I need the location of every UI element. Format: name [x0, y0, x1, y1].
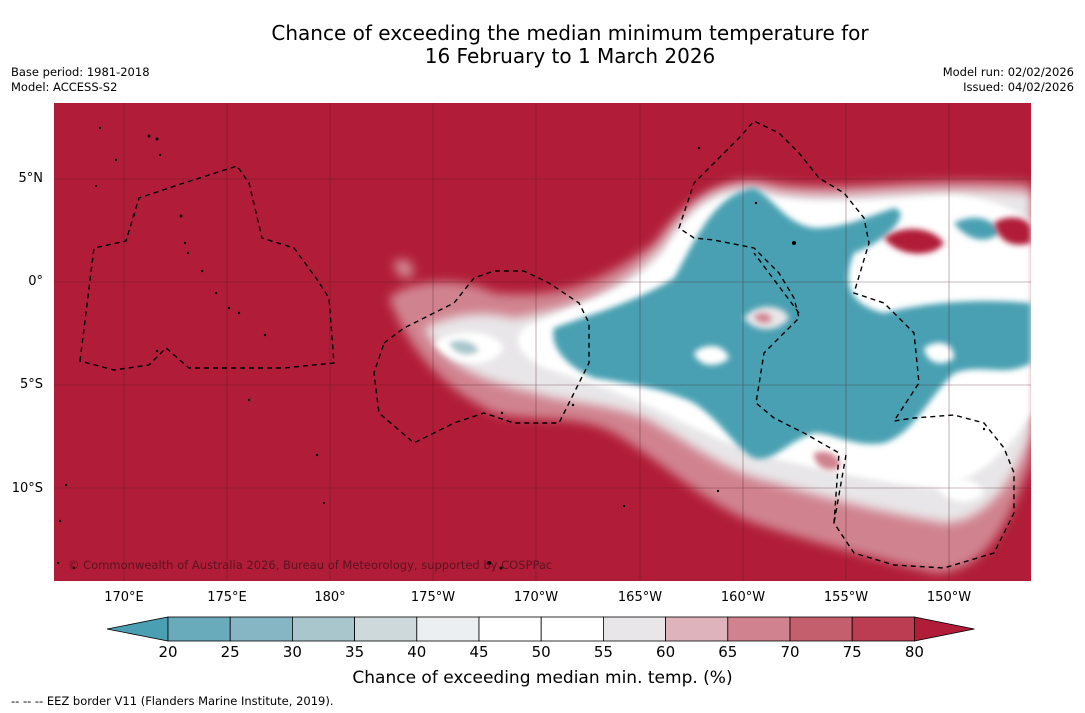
- model-name: Model: ACCESS-S2: [11, 80, 118, 94]
- colorbar-tick-label: 35: [345, 643, 365, 661]
- forecast-map[interactable]: [54, 103, 1031, 581]
- colorbar-segment: [167, 616, 231, 642]
- probability-field: [389, 180, 1031, 573]
- copyright-notice: © Commonwealth of Australia 2026, Bureau…: [68, 558, 553, 572]
- colorbar-segment: [416, 616, 480, 642]
- colorbar-tick-label: 60: [656, 643, 676, 661]
- map-title-line2: 16 February to 1 March 2026: [424, 44, 716, 68]
- lon-label-155w: 155°W: [823, 590, 869, 605]
- colorbar: [106, 616, 975, 642]
- colorbar-segment: [354, 616, 418, 642]
- colorbar-tick-label: 40: [407, 643, 427, 661]
- colorbar-segment: [851, 616, 915, 642]
- colorbar-segment: [727, 616, 791, 642]
- eez-footnote: -- -- -- EEZ border V11 (Flanders Marine…: [11, 694, 334, 708]
- base-period: Base period: 1981-2018: [11, 65, 150, 79]
- map-title: Chance of exceeding the median minimum t…: [0, 22, 1085, 68]
- graticule: [54, 103, 1031, 581]
- lat-label-10s: 10°S: [11, 481, 43, 496]
- colorbar-extend-low: [106, 616, 169, 642]
- colorbar-tick-label: 45: [469, 643, 489, 661]
- colorbar-tick-label: 25: [220, 643, 240, 661]
- issued-date: Issued: 04/02/2026: [963, 80, 1074, 94]
- colorbar-tick-label: 75: [842, 643, 862, 661]
- colorbar-segment: [478, 616, 542, 642]
- colorbar-extend-high: [914, 616, 975, 642]
- colorbar-segment: [602, 616, 666, 642]
- lon-label-165w: 165°W: [617, 590, 663, 605]
- model-run: Model run: 02/02/2026: [942, 65, 1074, 79]
- colorbar-segment: [291, 616, 355, 642]
- lon-label-175w: 175°W: [410, 590, 456, 605]
- colorbar-label: Chance of exceeding median min. temp. (%…: [352, 668, 733, 688]
- colorbar-segment: [789, 616, 853, 642]
- lon-label-170w: 170°W: [513, 590, 559, 605]
- colorbar-tick-label: 65: [718, 643, 738, 661]
- lon-label-175e: 175°E: [207, 590, 247, 605]
- colorbar-tick-label: 30: [282, 643, 302, 661]
- colorbar-tick-label: 20: [158, 643, 178, 661]
- colorbar-segment: [229, 616, 293, 642]
- eez-borders: [79, 120, 1015, 569]
- colorbar-tick-label: 50: [531, 643, 551, 661]
- colorbar-segment: [540, 616, 604, 642]
- lat-label-0: 0°: [28, 274, 43, 289]
- colorbar-segment: [665, 616, 729, 642]
- meta-left: Base period: 1981-2018 Model: ACCESS-S2: [11, 65, 150, 95]
- islands: [56, 126, 986, 570]
- lon-label-180: 180°: [314, 590, 346, 605]
- map-title-line1: Chance of exceeding the median minimum t…: [271, 21, 869, 45]
- lon-label-170e: 170°E: [104, 590, 144, 605]
- colorbar-tick-label: 55: [593, 643, 613, 661]
- lat-label-5n: 5°N: [18, 171, 44, 186]
- lon-label-160w: 160°W: [720, 590, 766, 605]
- lon-label-150w: 150°W: [926, 590, 972, 605]
- meta-right: Model run: 02/02/2026 Issued: 04/02/2026: [943, 65, 1074, 95]
- colorbar-tick-label: 70: [780, 643, 800, 661]
- colorbar-tick-label: 80: [904, 643, 924, 661]
- lat-label-5s: 5°S: [19, 377, 43, 392]
